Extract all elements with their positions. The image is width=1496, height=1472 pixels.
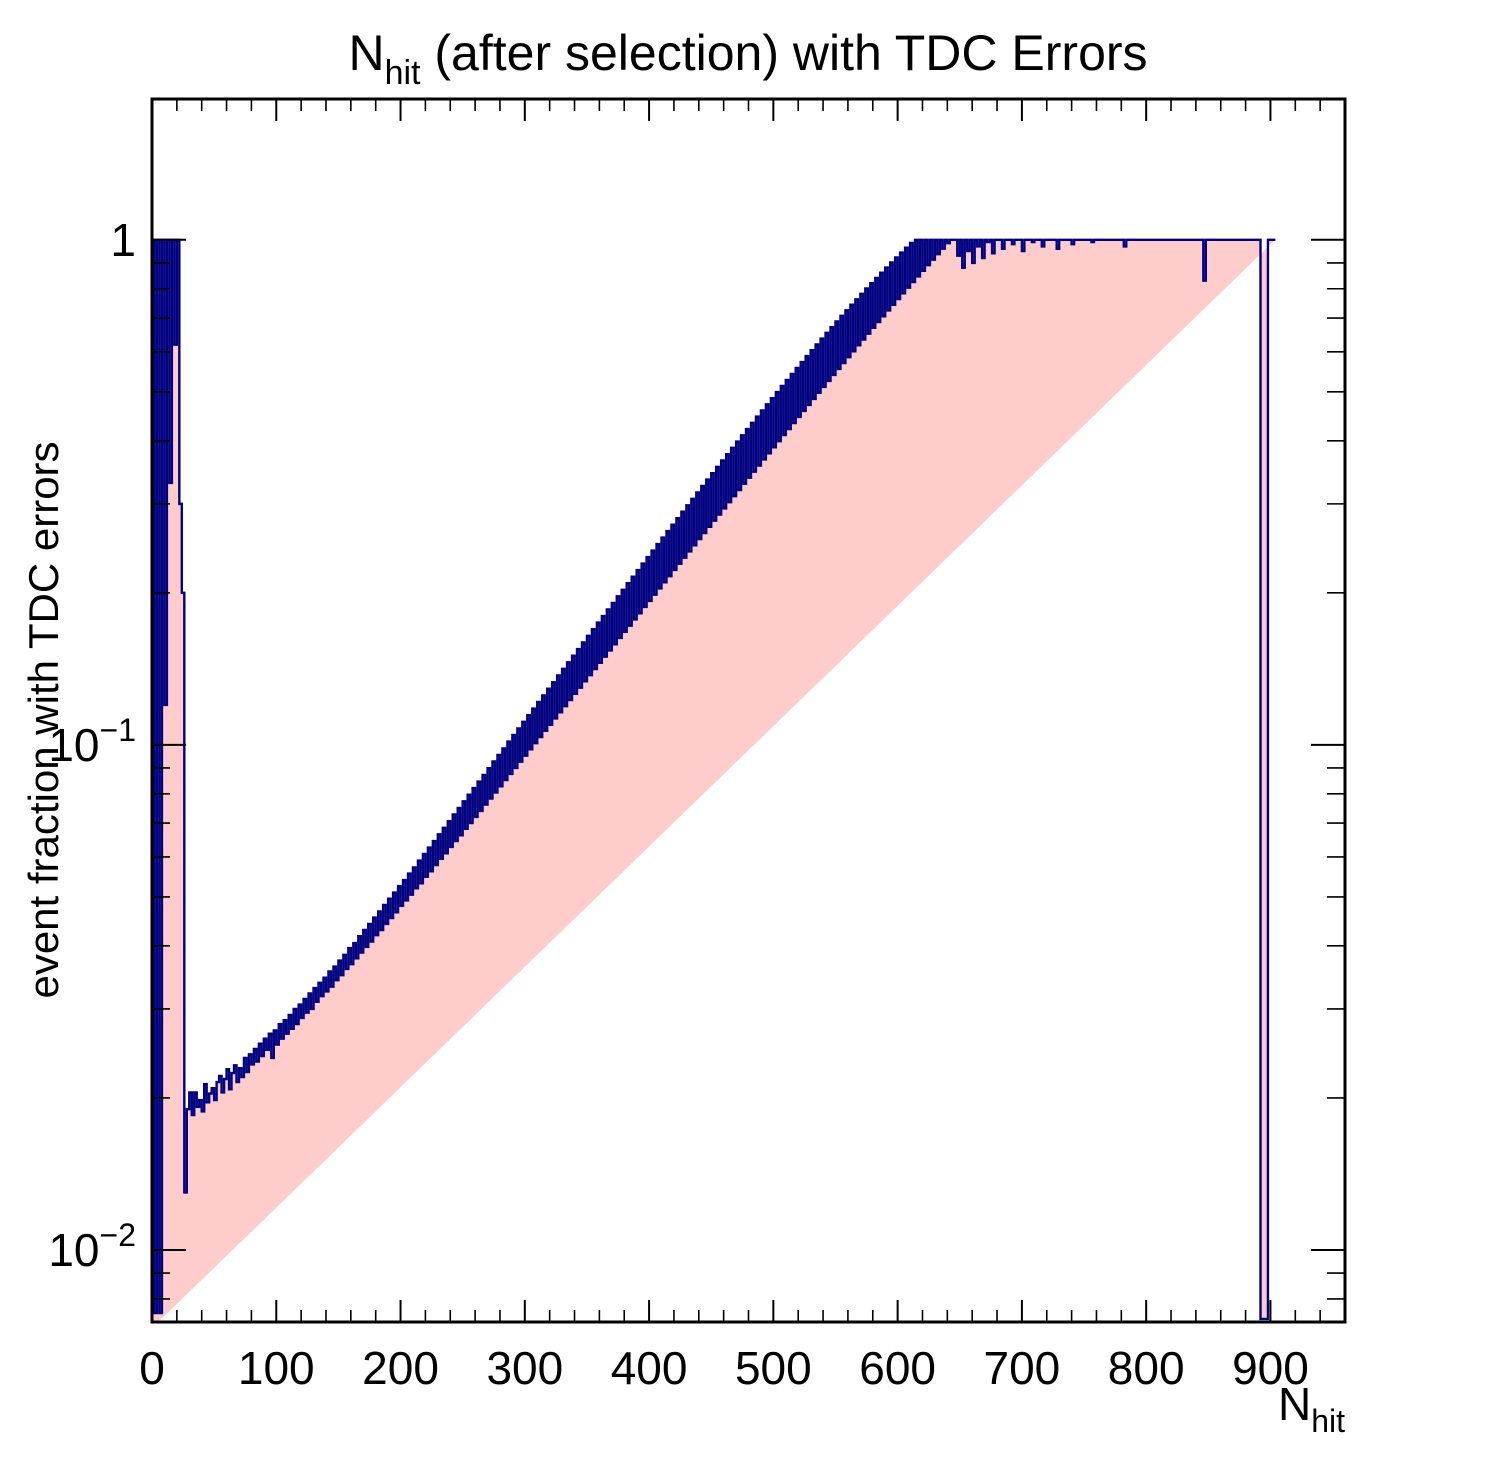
y-tick-label: 1 bbox=[110, 214, 136, 266]
x-tick-label: 700 bbox=[984, 1342, 1061, 1394]
x-tick-label: 600 bbox=[859, 1342, 936, 1394]
data-area bbox=[152, 238, 1276, 1322]
y-axis-ticks bbox=[152, 238, 1345, 1300]
y-tick-label: 10−2 bbox=[48, 1217, 136, 1276]
y-tick-label: 10−1 bbox=[48, 712, 136, 771]
y-axis-tick-labels: 1 10−1 10−2 bbox=[48, 214, 136, 1276]
x-tick-label: 100 bbox=[238, 1342, 315, 1394]
x-tick-label: 500 bbox=[735, 1342, 812, 1394]
x-axis-tick-labels: 0 100 200 300 400 500 600 700 800 900 bbox=[139, 1342, 1309, 1394]
x-tick-label: 900 bbox=[1232, 1342, 1309, 1394]
chart-title: Nhit (after selection) with TDC Errors bbox=[348, 25, 1147, 92]
x-tick-label: 200 bbox=[362, 1342, 439, 1394]
x-tick-label: 400 bbox=[611, 1342, 688, 1394]
x-axis-title: Nhit bbox=[1278, 1378, 1345, 1439]
x-tick-label: 300 bbox=[486, 1342, 563, 1394]
histogram-outline bbox=[152, 238, 1276, 1321]
histogram-fill bbox=[152, 239, 1276, 1322]
x-tick-label: 0 bbox=[139, 1342, 165, 1394]
x-axis-ticks bbox=[151, 99, 1346, 1322]
x-tick-label: 800 bbox=[1108, 1342, 1185, 1394]
y-axis-title: event fraction with TDC errors bbox=[20, 441, 67, 998]
